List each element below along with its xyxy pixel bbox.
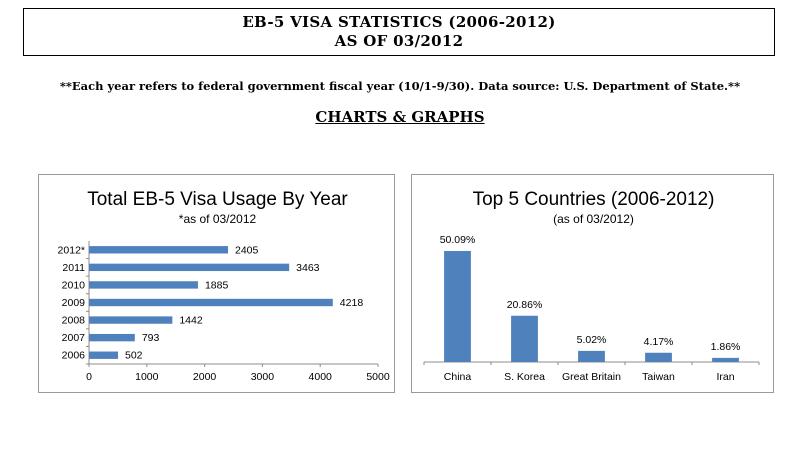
data-label: 50.09% bbox=[440, 234, 476, 246]
section-heading: CHARTS & GRAPHS bbox=[315, 108, 485, 126]
x-tick-label: Iran bbox=[716, 371, 734, 383]
y-tick-label: 2010 bbox=[62, 279, 86, 291]
data-label: 1442 bbox=[179, 315, 203, 327]
x-tick-label: Great Britain bbox=[562, 371, 621, 383]
y-tick-label: 2008 bbox=[62, 315, 86, 327]
bar-china bbox=[444, 250, 471, 362]
y-tick-label: 2007 bbox=[62, 332, 86, 344]
visa-usage-chart: Total EB-5 Visa Usage By Year *as of 03/… bbox=[58, 189, 390, 383]
bar-2008 bbox=[89, 316, 173, 324]
y-tick-label: 2012* bbox=[58, 244, 85, 256]
bar-great-britain bbox=[578, 350, 605, 362]
page-subtitle: AS OF 03/2012 bbox=[334, 32, 464, 50]
data-label: 20.86% bbox=[507, 299, 543, 311]
top-countries-chart-panel: Top 5 Countries (2006-2012) (as of 03/20… bbox=[411, 174, 774, 393]
top-countries-chart: Top 5 Countries (2006-2012) (as of 03/20… bbox=[423, 189, 760, 383]
bar-2006 bbox=[89, 351, 119, 359]
y-tick-label: 2006 bbox=[62, 350, 86, 362]
bar-2010 bbox=[89, 281, 198, 289]
data-label: 502 bbox=[125, 350, 143, 362]
x-tick-label: 2000 bbox=[193, 371, 217, 383]
x-tick-label: China bbox=[444, 371, 472, 383]
bar-2011 bbox=[89, 263, 290, 272]
bar-iran bbox=[712, 357, 739, 362]
bar-s-korea bbox=[511, 315, 538, 362]
y-tick-label: 2009 bbox=[62, 297, 86, 309]
data-label: 1885 bbox=[205, 279, 229, 291]
data-label: 4.17% bbox=[644, 336, 674, 348]
page-title-box: EB-5 VISA STATISTICS (2006-2012) AS OF 0… bbox=[23, 8, 775, 56]
visa-usage-chart-panel: Total EB-5 Visa Usage By Year *as of 03/… bbox=[38, 174, 395, 393]
data-label: 2405 bbox=[235, 244, 259, 256]
chart-subtitle: *as of 03/2012 bbox=[179, 212, 257, 226]
bar-taiwan bbox=[645, 352, 672, 362]
data-label: 4218 bbox=[340, 297, 364, 309]
x-tick-label: 5000 bbox=[366, 371, 390, 383]
fiscal-year-note: **Each year refers to federal government… bbox=[59, 79, 741, 93]
x-tick-label: 4000 bbox=[309, 371, 333, 383]
data-label: 793 bbox=[142, 332, 160, 344]
data-label: 3463 bbox=[296, 262, 320, 274]
bar-2012 bbox=[89, 246, 229, 254]
bar-2007 bbox=[89, 333, 135, 342]
y-tick-label: 2011 bbox=[62, 262, 85, 274]
chart-title: Top 5 Countries (2006-2012) bbox=[473, 189, 715, 210]
data-label: 5.02% bbox=[577, 334, 607, 346]
chart-title: Total EB-5 Visa Usage By Year bbox=[87, 189, 348, 210]
x-tick-label: Taiwan bbox=[642, 371, 675, 383]
x-tick-label: S. Korea bbox=[504, 371, 545, 383]
x-tick-label: 0 bbox=[86, 371, 92, 383]
x-tick-label: 1000 bbox=[135, 371, 159, 383]
x-tick-label: 3000 bbox=[251, 371, 275, 383]
chart-subtitle: (as of 03/2012) bbox=[553, 212, 634, 226]
bar-2009 bbox=[89, 298, 333, 307]
page-title: EB-5 VISA STATISTICS (2006-2012) bbox=[242, 13, 556, 31]
data-label: 1.86% bbox=[711, 341, 741, 353]
